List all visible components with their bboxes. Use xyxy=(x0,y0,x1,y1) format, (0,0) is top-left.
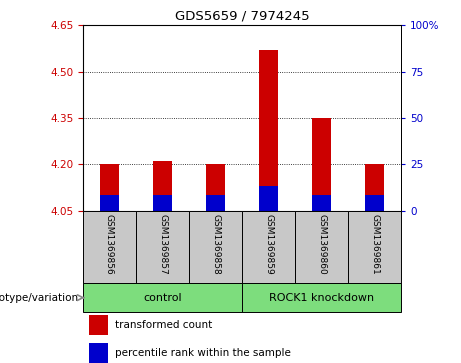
Text: GSM1369858: GSM1369858 xyxy=(211,214,220,275)
Bar xyxy=(100,164,119,211)
Bar xyxy=(365,195,384,211)
Bar xyxy=(100,195,119,211)
Bar xyxy=(242,211,295,283)
Title: GDS5659 / 7974245: GDS5659 / 7974245 xyxy=(175,10,309,23)
Bar xyxy=(136,211,189,283)
Text: GSM1369859: GSM1369859 xyxy=(264,214,273,275)
Bar xyxy=(89,315,108,335)
Bar xyxy=(89,343,108,363)
Text: GSM1369861: GSM1369861 xyxy=(370,214,379,275)
Bar xyxy=(312,118,331,211)
Text: percentile rank within the sample: percentile rank within the sample xyxy=(115,348,291,358)
Text: GSM1369856: GSM1369856 xyxy=(105,214,114,275)
Bar xyxy=(365,164,384,211)
Bar xyxy=(259,186,278,211)
Bar xyxy=(83,211,136,283)
Bar xyxy=(206,195,225,211)
Bar xyxy=(295,211,348,283)
Text: GSM1369860: GSM1369860 xyxy=(317,214,326,275)
Text: control: control xyxy=(143,293,182,303)
Bar xyxy=(83,283,242,312)
Bar xyxy=(153,161,172,211)
Bar xyxy=(348,211,401,283)
Text: genotype/variation: genotype/variation xyxy=(0,293,78,303)
Text: ROCK1 knockdown: ROCK1 knockdown xyxy=(269,293,374,303)
Bar xyxy=(312,195,331,211)
Bar xyxy=(206,164,225,211)
Text: GSM1369857: GSM1369857 xyxy=(158,214,167,275)
Bar xyxy=(153,195,172,211)
Bar xyxy=(259,50,278,211)
Text: transformed count: transformed count xyxy=(115,320,212,330)
Bar xyxy=(189,211,242,283)
Bar xyxy=(242,283,401,312)
